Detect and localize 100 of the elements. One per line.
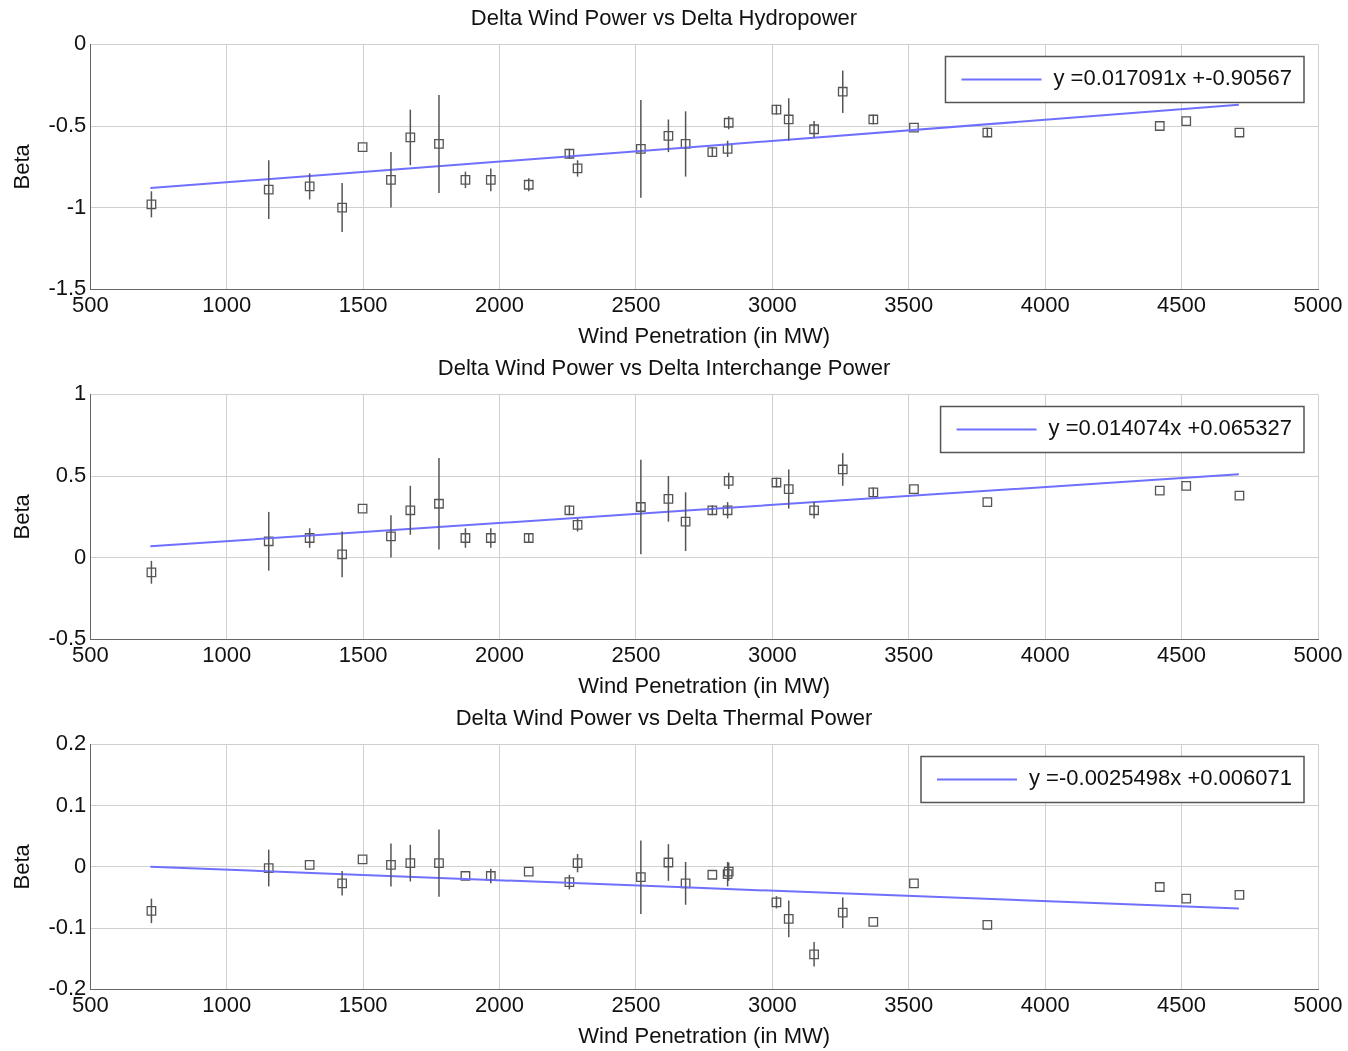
y-tick-label: 0 [74,543,87,569]
point [304,181,315,192]
point [564,148,575,159]
y-tick-label: 0.5 [55,462,87,488]
point [386,174,396,185]
x-tick-label: 2000 [475,292,525,318]
point [680,139,691,149]
point [1181,480,1192,491]
x-tick-label: 4000 [1020,992,1070,1018]
point [837,907,848,918]
point [635,143,646,154]
x-axis-title: Wind Penetration (in MW) [578,672,831,698]
x-tick-label: 2000 [475,642,525,668]
point [146,905,157,916]
x-tick-label: 1000 [202,642,252,668]
point [1234,490,1245,501]
chart-title: Delta Wind Power vs Delta Thermal Power [455,705,873,731]
legend-label: y =0.017091x +-0.90567 [1053,65,1292,91]
point [809,505,819,516]
point [564,877,575,887]
x-tick-label: 5000 [1293,642,1343,668]
x-tick-label: 3000 [747,292,797,318]
y-tick-label: 0 [74,30,87,56]
y-axis-title: Beta [9,143,35,190]
point [783,913,794,924]
legend-label: y =-0.0025498x +0.006071 [1029,765,1293,791]
point [357,854,368,865]
y-tick-label: 0 [74,852,87,878]
point [523,866,534,877]
point [337,549,348,560]
x-tick-label: 1000 [202,992,252,1018]
point [146,199,157,210]
x-axis-title: Wind Penetration (in MW) [578,322,831,348]
point [146,567,157,578]
point [635,872,646,883]
x-tick-label: 4500 [1157,292,1207,318]
x-tick-label: 4000 [1020,292,1070,318]
point [783,114,794,125]
point [868,487,879,498]
point [564,505,575,516]
point [572,520,583,530]
point [982,497,993,508]
point [1154,485,1165,496]
chart-title: Delta Wind Power vs Delta Interchange Power [437,355,891,381]
legend-label: y =0.014074x +0.065327 [1048,415,1293,441]
point [460,533,471,543]
point [357,142,368,153]
point [523,533,534,543]
point [722,505,733,516]
point [771,477,782,488]
point [460,174,471,185]
y-tick-label: 0.2 [55,730,87,756]
point [837,464,848,475]
x-tick-label: 2500 [611,992,661,1018]
x-tick-label: 1500 [338,642,388,668]
point [680,878,691,889]
x-tick-label: 2000 [475,992,525,1018]
point [809,124,819,135]
x-tick-label: 5000 [1293,292,1343,318]
point [1234,127,1245,138]
x-tick-label: 5000 [1293,992,1343,1018]
x-tick-label: 2500 [611,642,661,668]
x-tick-label: 3500 [884,292,934,318]
point [723,476,734,486]
point [485,871,496,881]
point [663,857,674,868]
point [1181,116,1192,126]
point [868,114,879,125]
point [1154,882,1165,892]
point [460,871,471,881]
x-tick-label: 3500 [884,642,934,668]
point [485,174,496,185]
point [434,858,444,869]
y-tick-label: -0.1 [48,914,87,940]
point [263,536,274,547]
point [304,533,315,543]
point [434,139,444,149]
x-axis-title: Wind Penetration (in MW) [578,1022,831,1048]
y-tick-label: 0.1 [55,791,87,817]
point [868,916,879,927]
point [707,147,718,157]
y-tick-label: 1 [74,380,87,406]
point [337,202,348,213]
point [1154,121,1165,131]
point [572,163,583,174]
x-tick-label: 4000 [1020,642,1070,668]
x-tick-label: 1000 [202,292,252,318]
point [707,869,718,880]
point [572,858,583,869]
point [485,533,496,543]
point [771,104,782,115]
point [982,127,993,138]
point [663,493,674,504]
point [680,516,691,527]
point [982,920,993,930]
x-tick-label: 2500 [611,292,661,318]
point [635,502,646,512]
x-tick-label: 4500 [1157,642,1207,668]
point [263,863,274,873]
point [304,860,315,870]
